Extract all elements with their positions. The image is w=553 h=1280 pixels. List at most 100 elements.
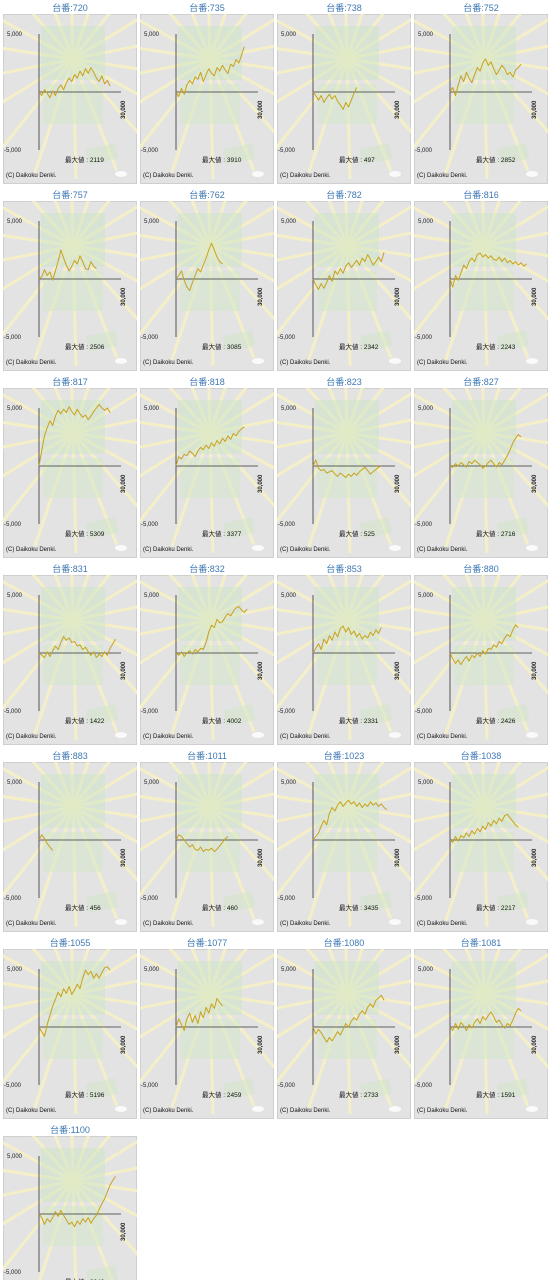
max-value-label: 最大値 : 1422 xyxy=(65,716,105,725)
background-card-art xyxy=(315,961,401,1112)
copyright-label: (C) Daikoku Denki. xyxy=(6,360,57,366)
background-card-art xyxy=(452,587,538,738)
copyright-label: (C) Daikoku Denki. xyxy=(417,173,468,179)
chart-title[interactable]: 台番:1011 xyxy=(187,751,227,761)
y-tick-label: 5,000 xyxy=(281,219,297,225)
chart-title[interactable]: 台番:752 xyxy=(463,3,499,13)
chart-title[interactable]: 台番:720 xyxy=(52,3,88,13)
y-tick-label: 5,000 xyxy=(418,219,434,225)
copyright-label: (C) Daikoku Denki. xyxy=(280,734,331,740)
data-series-line xyxy=(312,799,388,841)
y-tick-label: 5,000 xyxy=(144,967,160,973)
background-card-art xyxy=(178,774,264,925)
chart-title[interactable]: 台番:1023 xyxy=(323,751,365,761)
copyright-label: (C) Daikoku Denki. xyxy=(143,173,194,179)
x-tick-label: 30,000 xyxy=(532,100,538,119)
data-series-line xyxy=(38,1176,116,1228)
data-series-line xyxy=(449,58,522,96)
copyright-label: (C) Daikoku Denki. xyxy=(143,1108,194,1114)
chart-title[interactable]: 台番:817 xyxy=(52,377,88,387)
background-card-art xyxy=(178,587,264,738)
copyright-label: (C) Daikoku Denki. xyxy=(417,921,468,927)
y-tick-label: -5,000 xyxy=(141,148,159,154)
background-card-art xyxy=(452,774,538,925)
x-tick-label: 30,000 xyxy=(121,661,127,680)
y-tick-label: 5,000 xyxy=(144,219,160,225)
chart-cell: 台番:752 5,000 -5,000 30,000 最大値 : 2852 (C) Dai… xyxy=(412,0,550,187)
max-value-label: 最大値 : 2243 xyxy=(476,342,516,351)
copyright-label: (C) Daikoku Denki. xyxy=(417,547,468,553)
max-value-label: 最大値 : 2331 xyxy=(339,716,379,725)
y-tick-label: -5,000 xyxy=(415,709,433,715)
y-tick-label: -5,000 xyxy=(141,896,159,902)
max-value-label: 最大値 : 5309 xyxy=(65,529,105,538)
line-chart: 5,000 -5,000 30,000 最大値 : 525 (C) Daikoku De… xyxy=(277,388,411,558)
copyright-label: (C) Daikoku Denki. xyxy=(143,734,194,740)
x-tick-label: 30,000 xyxy=(532,1035,538,1054)
chart-title[interactable]: 台番:832 xyxy=(189,564,225,574)
data-series-line xyxy=(175,426,245,467)
max-value-label: 最大値 : 2852 xyxy=(476,155,516,164)
chart-title[interactable]: 台番:1100 xyxy=(50,1125,90,1135)
chart-title[interactable]: 台番:883 xyxy=(52,751,88,761)
line-chart: 5,000 -5,000 30,000 最大値 : 2426 (C) Daikoku D… xyxy=(414,575,548,745)
copyright-label: (C) Daikoku Denki. xyxy=(143,360,194,366)
chart-title[interactable]: 台番:827 xyxy=(463,377,499,387)
chart-cell: 台番:735 5,000 -5,000 30,000 最大値 : 3910 (C) Dai… xyxy=(138,0,276,187)
y-tick-label: 5,000 xyxy=(281,406,297,412)
y-tick-label: 5,000 xyxy=(7,219,23,225)
chart-title[interactable]: 台番:1077 xyxy=(186,938,228,948)
y-tick-label: -5,000 xyxy=(141,709,159,715)
copyright-label: (C) Daikoku Denki. xyxy=(417,734,468,740)
line-chart: 5,000 -5,000 30,000 最大値 : 5196 (C) Daikoku D… xyxy=(3,949,137,1119)
x-tick-label: 30,000 xyxy=(121,848,127,867)
max-value-label: 最大値 : 456 xyxy=(65,903,101,912)
chart-title[interactable]: 台番:738 xyxy=(326,3,362,13)
line-chart: 5,000 -5,000 30,000 最大値 : 4002 (C) Daikoku D… xyxy=(140,575,274,745)
chart-title[interactable]: 台番:816 xyxy=(463,190,499,200)
chart-cell: 台番:880 5,000 -5,000 30,000 最大値 : 2426 (C) Dai… xyxy=(412,561,550,748)
chart-title[interactable]: 台番:1038 xyxy=(460,751,502,761)
y-tick-label: 5,000 xyxy=(144,593,160,599)
chart-cell: 台番:1077 5,000 -5,000 30,000 最大値 : 2459 (C) Da… xyxy=(138,935,276,1122)
chart-title[interactable]: 台番:762 xyxy=(189,190,225,200)
data-series-line xyxy=(38,966,111,1037)
chart-title[interactable]: 台番:818 xyxy=(189,377,225,387)
chart-title[interactable]: 台番:823 xyxy=(326,377,362,387)
y-tick-label: 5,000 xyxy=(7,967,23,973)
chart-cell: 台番:818 5,000 -5,000 30,000 最大値 : 3377 (C) Dai… xyxy=(138,374,276,561)
max-value-label: 最大値 : 2119 xyxy=(65,155,104,164)
chart-title[interactable]: 台番:757 xyxy=(52,190,88,200)
y-tick-label: 5,000 xyxy=(144,780,160,786)
max-value-label: 最大値 : 2733 xyxy=(339,1090,379,1099)
x-tick-label: 30,000 xyxy=(395,100,401,119)
data-series-line xyxy=(312,87,358,110)
background-card-art xyxy=(452,26,538,177)
chart-title[interactable]: 台番:782 xyxy=(326,190,362,200)
chart-title[interactable]: 台番:880 xyxy=(463,564,499,574)
chart-cell: 台番:738 5,000 -5,000 30,000 最大値 : 497 (C) Daik… xyxy=(275,0,413,187)
x-tick-label: 30,000 xyxy=(258,100,264,119)
chart-cell: 台番:883 5,000 -5,000 30,000 最大値 : 456 (C) Daik… xyxy=(1,748,139,935)
y-tick-label: -5,000 xyxy=(4,1270,22,1276)
chart-title[interactable]: 台番:1080 xyxy=(323,938,365,948)
x-tick-label: 30,000 xyxy=(258,661,264,680)
chart-title[interactable]: 台番:735 xyxy=(189,3,225,13)
max-value-label: 最大値 : 3085 xyxy=(202,342,242,351)
chart-title[interactable]: 台番:831 xyxy=(52,564,88,574)
x-tick-label: 30,000 xyxy=(532,474,538,493)
chart-title[interactable]: 台番:853 xyxy=(326,564,362,574)
chart-title[interactable]: 台番:1081 xyxy=(460,938,502,948)
data-series-line xyxy=(312,625,382,654)
data-series-line xyxy=(449,813,519,843)
background-card-art xyxy=(178,26,264,177)
chart-cell: 台番:1038 5,000 -5,000 30,000 最大値 : 2217 (C) Da… xyxy=(412,748,550,935)
y-tick-label: 5,000 xyxy=(418,406,434,412)
line-chart: 5,000 -5,000 30,000 最大値 : 3910 (C) Daikoku D… xyxy=(140,14,274,184)
max-value-label: 最大値 : 2217 xyxy=(476,903,516,912)
y-tick-label: 5,000 xyxy=(144,406,160,412)
copyright-label: (C) Daikoku Denki. xyxy=(417,360,468,366)
max-value-label: 最大値 : 460 xyxy=(202,903,238,912)
chart-title[interactable]: 台番:1055 xyxy=(49,938,91,948)
